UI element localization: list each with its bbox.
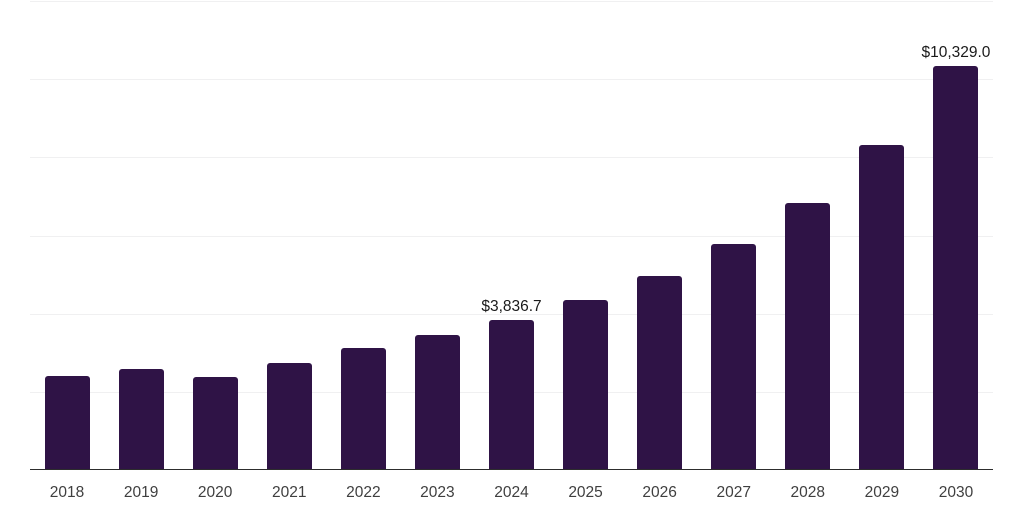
x-tick-label-2026: 2026 [642,484,677,501]
bar-2025 [563,299,609,470]
x-tick-label-2030: 2030 [938,484,974,501]
x-tick-label-2029: 2029 [864,484,900,501]
x-axis-line [30,468,993,471]
gridline [30,79,993,81]
bar-2019 [118,369,164,470]
x-tick-label-2022: 2022 [346,484,381,501]
bar-2023 [414,335,460,470]
data-label-2030: $10,329.0 [921,44,991,62]
x-tick-label-2024: 2024 [494,484,529,501]
x-tick-label-2025: 2025 [568,484,603,501]
gridline [30,235,993,237]
x-tick-label-2023: 2023 [420,484,455,501]
gridline [30,1,993,2]
bar-2027 [711,244,757,470]
bar-2020 [192,376,238,470]
x-tick-label-2020: 2020 [197,484,233,501]
bar-2024 [489,320,534,470]
data-label-2024: $3,836.7 [481,298,542,316]
bar-2026 [637,276,683,470]
gridline [30,157,993,159]
bar-2028 [785,203,831,470]
bar-2022 [340,348,386,470]
x-tick-label-2018: 2018 [49,484,85,501]
x-tick-label-2027: 2027 [716,484,751,501]
bar-2030 [933,66,979,470]
x-tick-label-2028: 2028 [790,484,826,501]
bar-2029 [859,145,905,470]
gridline [30,313,993,315]
bar-2021 [266,362,312,470]
x-tick-label-2021: 2021 [272,484,307,501]
bar-2018 [44,376,90,470]
x-tick-label-2019: 2019 [123,484,159,501]
